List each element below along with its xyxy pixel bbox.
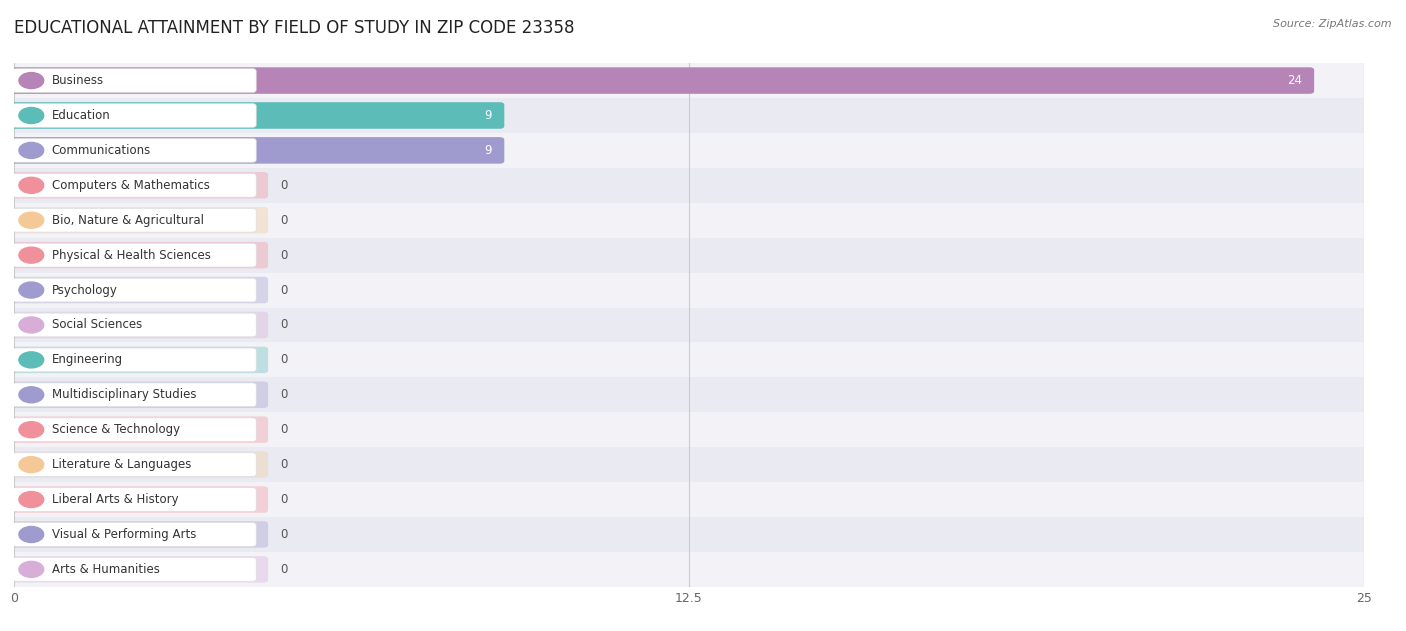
Circle shape: [18, 317, 44, 333]
FancyBboxPatch shape: [10, 346, 269, 373]
FancyBboxPatch shape: [13, 278, 256, 302]
Text: 0: 0: [280, 423, 287, 436]
Circle shape: [18, 526, 44, 543]
Bar: [14, 343, 1364, 377]
Bar: [14, 168, 1364, 203]
Bar: [14, 412, 1364, 447]
FancyBboxPatch shape: [10, 102, 505, 129]
Text: Visual & Performing Arts: Visual & Performing Arts: [52, 528, 197, 541]
Text: EDUCATIONAL ATTAINMENT BY FIELD OF STUDY IN ZIP CODE 23358: EDUCATIONAL ATTAINMENT BY FIELD OF STUDY…: [14, 19, 575, 37]
Text: Physical & Health Sciences: Physical & Health Sciences: [52, 249, 211, 262]
FancyBboxPatch shape: [10, 451, 269, 478]
Text: 0: 0: [280, 214, 287, 227]
Circle shape: [18, 247, 44, 263]
Circle shape: [18, 177, 44, 193]
FancyBboxPatch shape: [10, 277, 269, 304]
FancyBboxPatch shape: [13, 558, 256, 581]
Bar: [14, 482, 1364, 517]
FancyBboxPatch shape: [13, 244, 256, 267]
Text: 0: 0: [280, 563, 287, 576]
Text: 0: 0: [280, 493, 287, 506]
Text: 0: 0: [280, 528, 287, 541]
FancyBboxPatch shape: [13, 453, 256, 476]
Bar: [14, 552, 1364, 587]
Text: 9: 9: [485, 109, 492, 122]
FancyBboxPatch shape: [13, 139, 256, 162]
FancyBboxPatch shape: [13, 313, 256, 337]
Circle shape: [18, 562, 44, 577]
Text: 0: 0: [280, 319, 287, 331]
Circle shape: [18, 212, 44, 228]
FancyBboxPatch shape: [10, 172, 269, 199]
Text: Social Sciences: Social Sciences: [52, 319, 142, 331]
Bar: [14, 517, 1364, 552]
Bar: [14, 307, 1364, 343]
FancyBboxPatch shape: [13, 208, 256, 232]
FancyBboxPatch shape: [13, 348, 256, 372]
Text: 9: 9: [485, 144, 492, 157]
Circle shape: [18, 73, 44, 88]
FancyBboxPatch shape: [13, 488, 256, 511]
FancyBboxPatch shape: [10, 521, 269, 548]
Circle shape: [18, 282, 44, 298]
Text: Multidisciplinary Studies: Multidisciplinary Studies: [52, 388, 197, 401]
Bar: [14, 238, 1364, 273]
Bar: [14, 377, 1364, 412]
Circle shape: [18, 143, 44, 158]
Text: 0: 0: [280, 179, 287, 192]
Text: 0: 0: [280, 388, 287, 401]
Text: 0: 0: [280, 283, 287, 297]
Bar: [14, 133, 1364, 168]
FancyBboxPatch shape: [10, 207, 269, 233]
Text: Liberal Arts & History: Liberal Arts & History: [52, 493, 179, 506]
FancyBboxPatch shape: [10, 137, 505, 163]
Bar: [14, 447, 1364, 482]
FancyBboxPatch shape: [10, 487, 269, 513]
Text: 0: 0: [280, 458, 287, 471]
Text: Arts & Humanities: Arts & Humanities: [52, 563, 160, 576]
Text: Engineering: Engineering: [52, 353, 122, 367]
Circle shape: [18, 387, 44, 403]
Bar: [14, 98, 1364, 133]
Circle shape: [18, 107, 44, 124]
FancyBboxPatch shape: [10, 312, 269, 338]
FancyBboxPatch shape: [10, 242, 269, 268]
Bar: [14, 273, 1364, 307]
FancyBboxPatch shape: [13, 383, 256, 406]
Text: 0: 0: [280, 249, 287, 262]
FancyBboxPatch shape: [10, 556, 269, 582]
Bar: [14, 203, 1364, 238]
Bar: [14, 63, 1364, 98]
FancyBboxPatch shape: [13, 103, 256, 127]
Text: Psychology: Psychology: [52, 283, 118, 297]
Text: Communications: Communications: [52, 144, 150, 157]
FancyBboxPatch shape: [13, 418, 256, 442]
Text: Science & Technology: Science & Technology: [52, 423, 180, 436]
FancyBboxPatch shape: [10, 68, 1315, 94]
FancyBboxPatch shape: [13, 522, 256, 546]
Circle shape: [18, 492, 44, 507]
FancyBboxPatch shape: [10, 416, 269, 443]
Text: Education: Education: [52, 109, 111, 122]
Text: Literature & Languages: Literature & Languages: [52, 458, 191, 471]
FancyBboxPatch shape: [13, 69, 256, 92]
Text: 24: 24: [1286, 74, 1302, 87]
FancyBboxPatch shape: [10, 382, 269, 408]
Text: Business: Business: [52, 74, 104, 87]
Text: Computers & Mathematics: Computers & Mathematics: [52, 179, 209, 192]
Circle shape: [18, 457, 44, 473]
Circle shape: [18, 352, 44, 368]
Circle shape: [18, 422, 44, 438]
FancyBboxPatch shape: [13, 174, 256, 197]
Text: Bio, Nature & Agricultural: Bio, Nature & Agricultural: [52, 214, 204, 227]
Text: Source: ZipAtlas.com: Source: ZipAtlas.com: [1274, 19, 1392, 29]
Text: 0: 0: [280, 353, 287, 367]
